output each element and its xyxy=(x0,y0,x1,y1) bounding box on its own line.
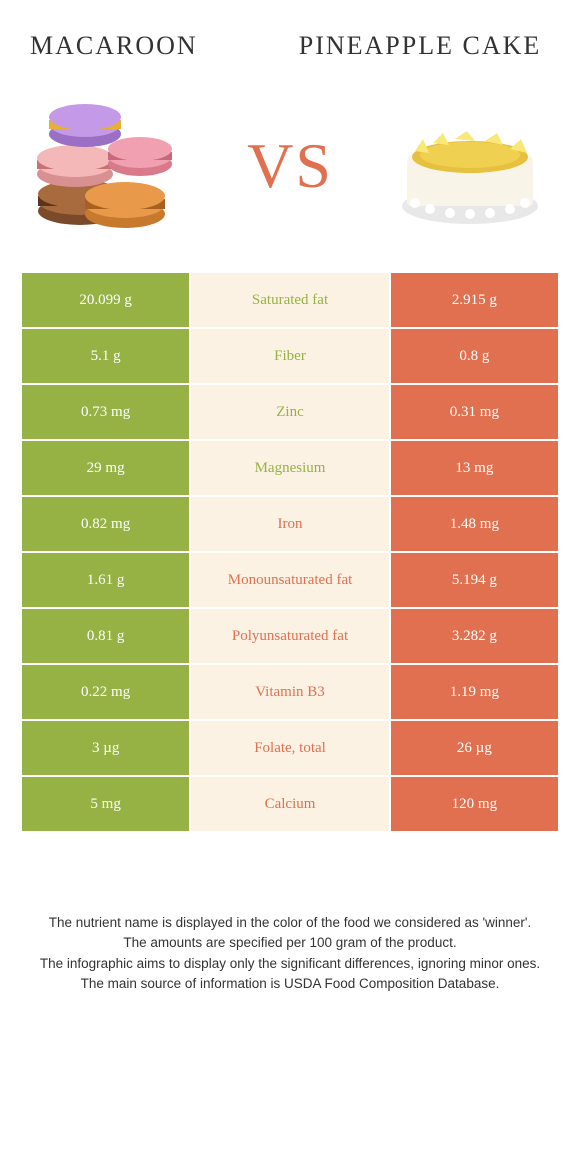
vs-label: VS xyxy=(247,129,333,203)
table-row: 29 mgMagnesium13 mg xyxy=(21,440,559,496)
table-row: 5 mgCalcium120 mg xyxy=(21,776,559,832)
left-value-cell: 0.22 mg xyxy=(21,664,190,720)
nutrient-label-cell: Magnesium xyxy=(190,440,389,496)
nutrient-label-cell: Fiber xyxy=(190,328,389,384)
pineapple-cake-image xyxy=(390,86,550,246)
table-row: 0.73 mgZinc0.31 mg xyxy=(21,384,559,440)
footer-line-1: The nutrient name is displayed in the co… xyxy=(30,913,550,933)
nutrient-table: 20.099 gSaturated fat2.915 g5.1 gFiber0.… xyxy=(20,271,560,833)
right-value-cell: 1.19 mg xyxy=(390,664,559,720)
header-row: Macaroon Pineapple cake xyxy=(0,0,580,71)
table-row: 3 µgFolate, total26 µg xyxy=(21,720,559,776)
nutrient-label-cell: Monounsaturated fat xyxy=(190,552,389,608)
images-row: VS xyxy=(0,71,580,271)
nutrient-label-cell: Saturated fat xyxy=(190,272,389,328)
footer-line-4: The main source of information is USDA F… xyxy=(30,974,550,994)
nutrient-label-cell: Iron xyxy=(190,496,389,552)
right-value-cell: 0.31 mg xyxy=(390,384,559,440)
table-row: 20.099 gSaturated fat2.915 g xyxy=(21,272,559,328)
left-value-cell: 0.73 mg xyxy=(21,384,190,440)
left-value-cell: 20.099 g xyxy=(21,272,190,328)
footer-line-2: The amounts are specified per 100 gram o… xyxy=(30,933,550,953)
nutrient-label-cell: Zinc xyxy=(190,384,389,440)
footer-line-3: The infographic aims to display only the… xyxy=(30,954,550,974)
nutrient-label-cell: Vitamin B3 xyxy=(190,664,389,720)
right-value-cell: 26 µg xyxy=(390,720,559,776)
left-value-cell: 5 mg xyxy=(21,776,190,832)
nutrient-label-cell: Polyunsaturated fat xyxy=(190,608,389,664)
macaroon-image xyxy=(30,86,190,246)
left-food-title: Macaroon xyxy=(30,31,290,61)
table-row: 0.82 mgIron1.48 mg xyxy=(21,496,559,552)
left-value-cell: 0.82 mg xyxy=(21,496,190,552)
right-food-title: Pineapple cake xyxy=(290,30,550,61)
table-row: 5.1 gFiber0.8 g xyxy=(21,328,559,384)
right-value-cell: 5.194 g xyxy=(390,552,559,608)
table-row: 1.61 gMonounsaturated fat5.194 g xyxy=(21,552,559,608)
left-value-cell: 29 mg xyxy=(21,440,190,496)
right-value-cell: 3.282 g xyxy=(390,608,559,664)
right-value-cell: 120 mg xyxy=(390,776,559,832)
left-value-cell: 3 µg xyxy=(21,720,190,776)
right-value-cell: 2.915 g xyxy=(390,272,559,328)
left-value-cell: 1.61 g xyxy=(21,552,190,608)
right-value-cell: 1.48 mg xyxy=(390,496,559,552)
footer-notes: The nutrient name is displayed in the co… xyxy=(30,913,550,994)
left-value-cell: 5.1 g xyxy=(21,328,190,384)
nutrient-label-cell: Folate, total xyxy=(190,720,389,776)
table-row: 0.81 gPolyunsaturated fat3.282 g xyxy=(21,608,559,664)
left-value-cell: 0.81 g xyxy=(21,608,190,664)
table-row: 0.22 mgVitamin B31.19 mg xyxy=(21,664,559,720)
nutrient-label-cell: Calcium xyxy=(190,776,389,832)
right-value-cell: 0.8 g xyxy=(390,328,559,384)
right-value-cell: 13 mg xyxy=(390,440,559,496)
